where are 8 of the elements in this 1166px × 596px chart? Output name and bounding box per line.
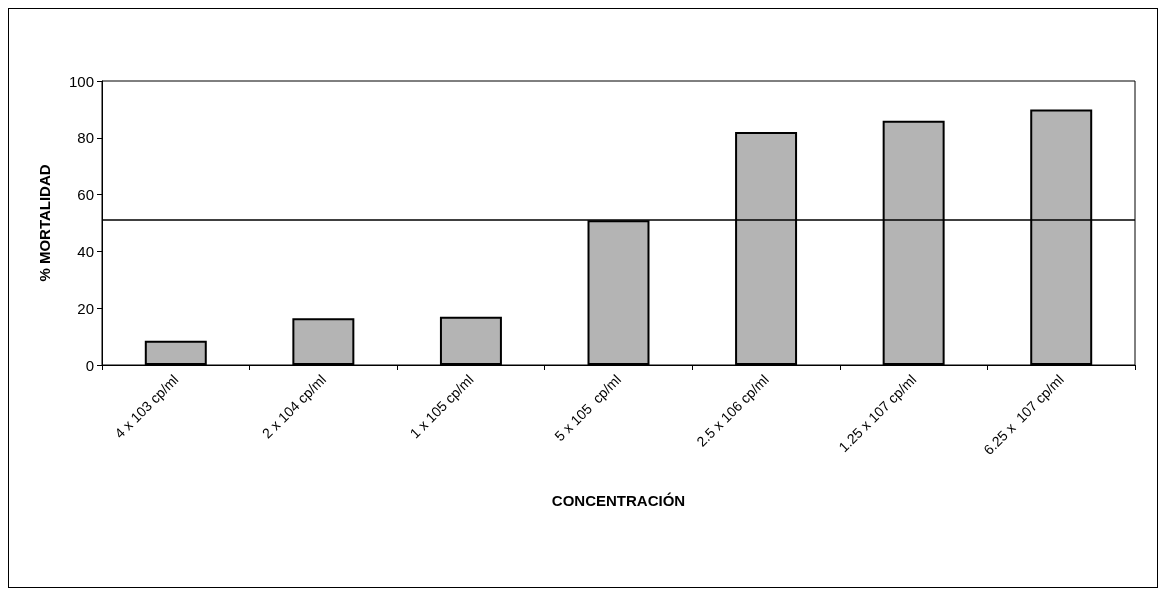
x-axis-title: CONCENTRACIÓN bbox=[551, 492, 686, 509]
y-tick-label: 20 bbox=[77, 299, 94, 317]
y-tick-label: 60 bbox=[77, 186, 94, 204]
y-tick-label: 100 bbox=[68, 72, 94, 90]
y-tick-label: 0 bbox=[85, 356, 94, 374]
y-tick-label: 80 bbox=[77, 129, 94, 147]
y-tick-label: 40 bbox=[77, 242, 94, 260]
y-axis-title: % MORTALIDAD bbox=[36, 164, 53, 282]
